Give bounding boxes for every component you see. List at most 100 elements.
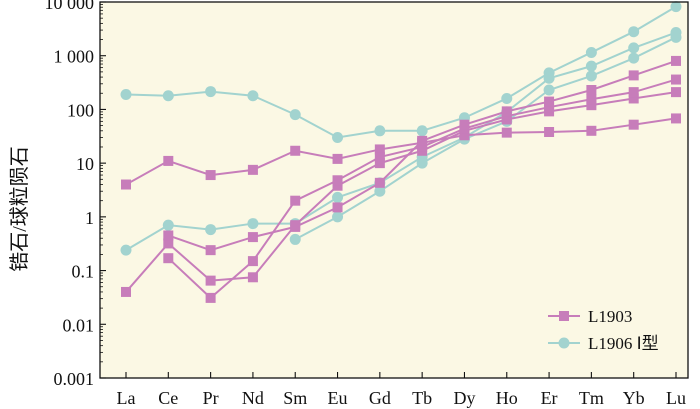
y-tick-label: 0.01 [63,315,95,335]
data-point [332,191,344,203]
data-point [585,60,597,72]
y-tick-label: 0.001 [54,369,95,389]
x-axis: La Ce Pr Nd Sm Eu Gd Tb Dy Ho Er Tm Yb Lu [117,372,686,408]
data-point [121,286,131,297]
data-point [289,109,301,121]
x-tick-label: Tb [412,388,432,408]
x-tick-label: Dy [453,388,475,408]
data-point [290,195,301,206]
series-line [125,91,677,293]
series-line [294,36,677,241]
data-point [628,70,639,81]
data-point [247,164,258,175]
data-point [205,275,216,286]
data-point [671,55,681,66]
data-point [205,292,216,303]
data-point [374,152,385,163]
x-tick-label: Nd [242,388,264,408]
data-point [247,218,259,230]
data-point [247,256,258,267]
series-line [125,31,677,252]
data-point [205,170,216,181]
data-point [543,84,555,96]
legend-item-1: L1906 Ⅰ型 [548,334,659,353]
data-point [628,87,639,98]
data-point [416,157,428,169]
data-point [162,219,174,231]
y-tick-label: 10 000 [45,0,95,13]
data-point [544,127,555,138]
x-tick-label: Yb [623,388,645,408]
y-tick-label: 100 [67,100,94,120]
data-point [670,31,682,43]
legend-marker [558,337,570,349]
data-point [628,93,639,104]
x-tick-label: Pr [203,388,219,408]
data-point [332,180,343,191]
y-tick-label: 1 000 [54,47,95,67]
data-point [332,132,344,144]
data-point [671,87,681,98]
data-point [628,119,639,130]
data-point [501,127,512,138]
data-point [247,90,259,102]
data-point [121,179,131,190]
plot-frame [99,1,689,379]
data-point [374,125,386,137]
x-tick-label: La [117,388,136,408]
data-point [416,125,428,137]
x-tick-label: Er [541,388,558,408]
data-point [162,90,174,102]
y-tick-label: 1 [85,208,94,228]
data-point [163,155,174,166]
data-point [543,72,555,84]
data-point [290,221,301,232]
data-point [205,86,217,98]
data-point [163,238,174,249]
series-L1906-4 [120,1,682,144]
series-L1903-3 [163,55,681,256]
x-tick-label: Ho [496,388,518,408]
series-line [125,117,677,186]
x-tick-label: Ce [158,388,178,408]
legend-label: L1903 [588,307,632,326]
x-tick-label: Gd [369,388,391,408]
data-point [374,144,385,155]
data-point [671,113,681,124]
data-point [501,92,513,104]
data-point [417,135,428,146]
data-point [586,100,597,111]
y-axis-label: 锆石/球粒陨石 [8,146,31,272]
x-tick-label: Lu [666,388,686,408]
data-point [332,211,344,223]
data-point [332,175,343,186]
data-point [247,232,258,243]
data-point [332,202,343,213]
x-tick-label: Sm [283,388,307,408]
data-point [374,185,386,197]
data-point [628,52,640,64]
series-layer [120,1,682,303]
data-point [289,233,301,245]
data-point [163,253,174,264]
data-point [628,26,640,38]
data-point [205,224,217,236]
data-point [544,96,555,107]
data-point [290,145,301,156]
data-point [670,1,682,13]
data-point [120,244,132,256]
data-point [374,177,385,188]
data-point [120,88,132,100]
y-axis: 0.001 0.01 0.1 1 10 100 1 000 10 000 [45,0,106,389]
data-point [585,70,597,82]
data-point [205,245,216,256]
data-point [501,106,512,117]
data-point [586,94,597,105]
data-point [585,46,597,58]
data-point [671,74,681,85]
y-tick-label: 0.1 [72,262,95,282]
data-point [332,153,343,164]
data-point [247,272,258,283]
series-line [125,5,677,139]
